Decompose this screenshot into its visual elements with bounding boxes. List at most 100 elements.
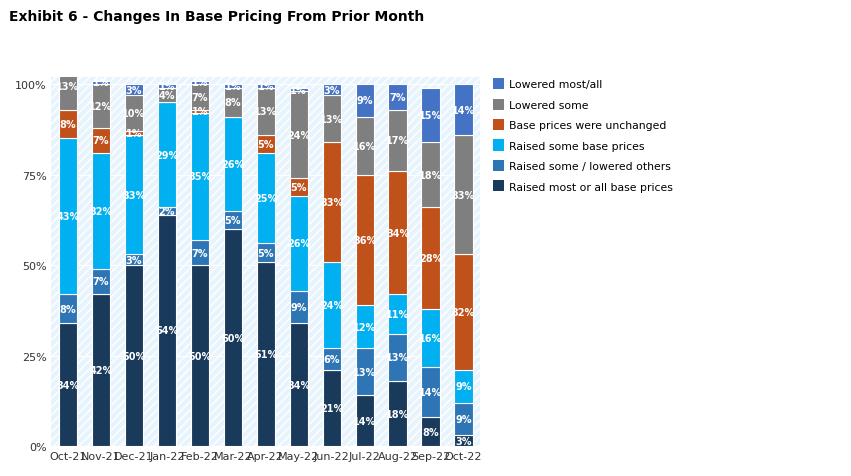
Bar	[356, 175, 374, 305]
Bar	[125, 255, 143, 266]
Bar	[388, 381, 407, 446]
Text: 24%: 24%	[320, 300, 343, 310]
Bar	[257, 262, 275, 446]
Text: 42%: 42%	[89, 366, 112, 376]
Bar	[421, 208, 440, 309]
Bar	[356, 349, 374, 396]
Bar	[92, 269, 110, 295]
Bar	[323, 370, 340, 446]
Text: 1%: 1%	[290, 86, 307, 95]
Bar	[224, 229, 242, 446]
Bar	[454, 436, 472, 446]
Text: 16%: 16%	[419, 333, 443, 343]
Text: 33%: 33%	[452, 190, 475, 200]
Text: 36%: 36%	[353, 235, 376, 245]
Bar	[356, 305, 374, 349]
Bar	[257, 154, 275, 244]
Text: 5%: 5%	[290, 183, 307, 193]
Bar	[454, 370, 472, 403]
Bar	[289, 89, 308, 92]
Bar	[388, 85, 407, 110]
Text: 3%: 3%	[323, 86, 340, 95]
Text: 7%: 7%	[191, 93, 208, 103]
Bar	[59, 110, 77, 139]
Text: 1%: 1%	[225, 82, 241, 92]
Text: 9%: 9%	[290, 302, 307, 312]
Text: 6%: 6%	[323, 355, 340, 365]
Bar	[257, 89, 275, 136]
Text: 13%: 13%	[56, 82, 80, 92]
Bar	[323, 262, 340, 349]
Text: 8%: 8%	[422, 427, 439, 437]
Text: 8%: 8%	[225, 98, 241, 108]
Text: 8%: 8%	[60, 304, 77, 314]
Legend: Lowered most/all, Lowered some, Base prices were unchanged, Raised some base pri: Lowered most/all, Lowered some, Base pri…	[489, 76, 677, 195]
Bar	[356, 396, 374, 446]
Bar	[157, 103, 176, 208]
Text: 60%: 60%	[221, 333, 244, 343]
Text: 35%: 35%	[188, 172, 211, 182]
Text: 14%: 14%	[353, 416, 376, 426]
Text: 16%: 16%	[353, 141, 376, 151]
Text: 2%: 2%	[158, 207, 175, 217]
Text: 7%: 7%	[93, 136, 109, 146]
Bar	[191, 240, 208, 266]
Bar	[323, 96, 340, 143]
Bar	[388, 172, 407, 295]
Text: 50%: 50%	[188, 351, 211, 361]
Text: 51%: 51%	[254, 349, 277, 359]
Bar	[191, 81, 208, 85]
Bar	[125, 96, 143, 132]
Bar	[224, 118, 242, 211]
Text: 28%: 28%	[419, 253, 443, 263]
Bar	[421, 309, 440, 367]
Text: 34%: 34%	[287, 380, 311, 390]
Bar	[421, 143, 440, 208]
Text: 4%: 4%	[158, 91, 175, 101]
Text: 25%: 25%	[254, 194, 277, 204]
Text: 12%: 12%	[89, 102, 112, 112]
Text: 13%: 13%	[254, 107, 277, 117]
Text: 7%: 7%	[93, 277, 109, 287]
Bar	[59, 63, 77, 110]
Bar	[191, 85, 208, 110]
Text: 5%: 5%	[258, 248, 274, 258]
Text: 11%: 11%	[386, 309, 409, 319]
Bar	[191, 110, 208, 114]
Text: 8%: 8%	[60, 120, 77, 130]
Bar	[421, 417, 440, 446]
Bar	[289, 291, 308, 323]
Bar	[454, 255, 472, 370]
Bar	[454, 85, 472, 136]
Text: 18%: 18%	[386, 409, 409, 419]
Bar	[224, 89, 242, 118]
Text: 9%: 9%	[455, 414, 471, 424]
Text: 1%: 1%	[93, 78, 109, 88]
Bar	[289, 92, 308, 179]
Bar	[323, 143, 340, 262]
Text: 32%: 32%	[89, 207, 112, 217]
Bar	[157, 89, 176, 103]
Bar	[421, 89, 440, 143]
Text: 1%: 1%	[258, 82, 274, 92]
Text: 34%: 34%	[386, 228, 409, 238]
Text: 10%: 10%	[123, 109, 146, 119]
Bar	[454, 403, 472, 436]
Text: 1%: 1%	[126, 129, 142, 139]
Text: 34%: 34%	[56, 380, 80, 390]
Bar	[388, 110, 407, 172]
Bar	[92, 81, 110, 85]
Text: 17%: 17%	[386, 136, 409, 146]
Text: 26%: 26%	[221, 159, 244, 169]
Text: 43%: 43%	[56, 212, 80, 222]
Bar	[59, 139, 77, 295]
Bar	[224, 85, 242, 89]
Bar	[388, 334, 407, 381]
Bar	[157, 215, 176, 446]
Bar	[191, 266, 208, 446]
Text: 13%: 13%	[320, 114, 343, 124]
Bar	[257, 136, 275, 154]
Text: 33%: 33%	[320, 198, 343, 208]
Bar	[289, 197, 308, 291]
Text: 14%: 14%	[452, 105, 475, 115]
